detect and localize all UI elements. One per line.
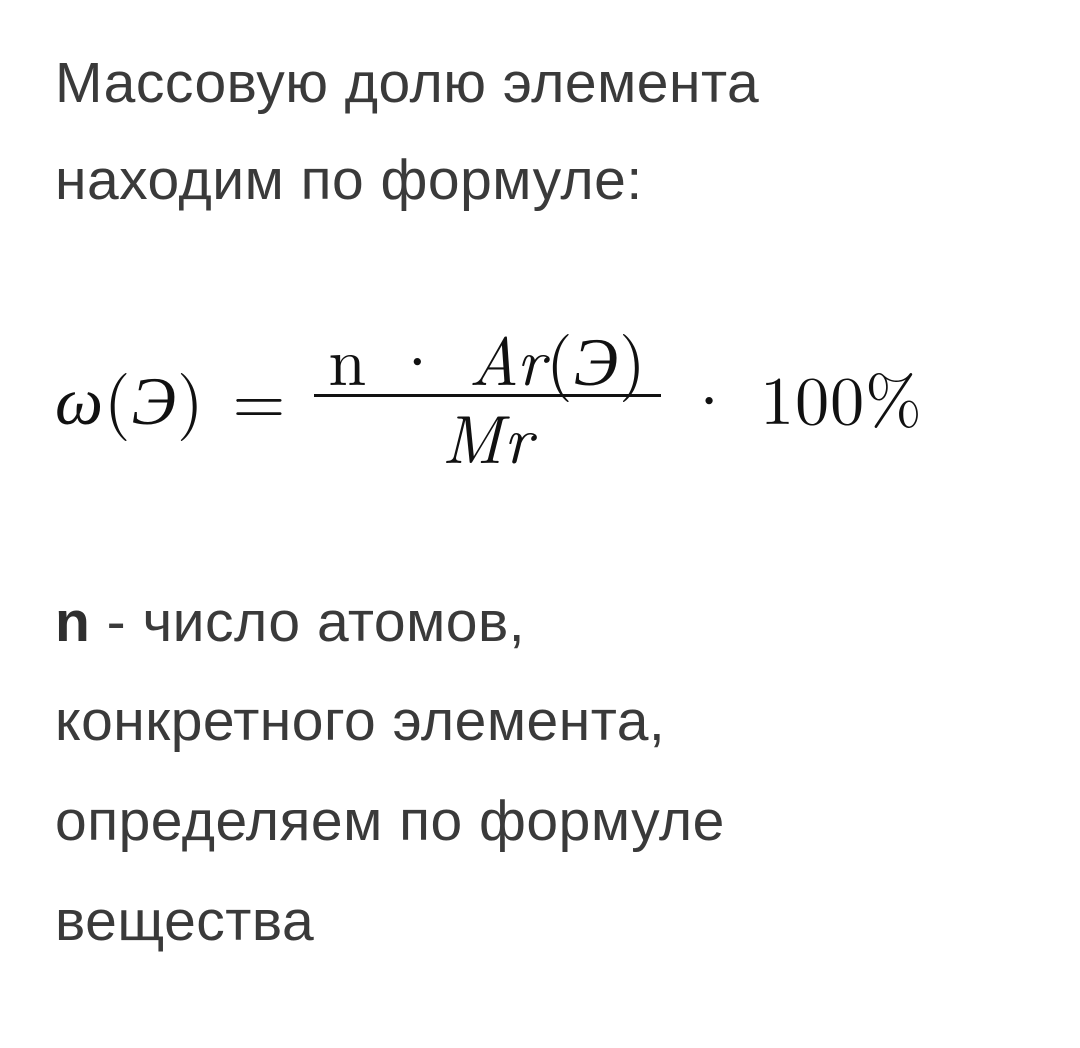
fraction-numerator: n · Ar(Э) [314,319,660,394]
element-symbol-num: Э [574,308,620,405]
tail-dot: · [683,347,737,444]
num-n: n [328,308,367,405]
fraction-denominator: Mr [428,397,548,472]
definition-line-3: определяем по формуле [55,789,725,853]
formula-lhs: ω(Э) [55,347,204,444]
lhs-close-paren: ) [177,347,204,444]
num-close-paren: ) [619,308,646,405]
trailing-multiply: · 100% [683,347,923,444]
omega-symbol: ω [55,347,104,444]
intro-line-2: находим по формуле: [55,148,643,212]
mass-fraction-formula: ω(Э) = n · Ar(Э) Mr · 100% [55,319,1025,473]
definition-dash: - [90,590,142,654]
intro-line-1: Массовую долю элемента [55,51,759,115]
definition-text: n - число атомов, конкретного элемента, … [55,573,1025,972]
intro-text: Массовую долю элемента находим по формул… [55,35,1025,229]
definition-line-1: число атомов, [142,590,525,654]
definition-n-symbol: n [55,590,90,654]
element-symbol-lhs: Э [131,347,177,444]
num-dot: · [391,308,445,405]
num-open-paren: ( [546,308,573,405]
lhs-open-paren: ( [104,347,131,444]
definition-line-2: конкретного элемента, [55,689,665,753]
definition-line-4: вещества [55,889,314,953]
equals-sign: = [232,347,286,444]
tail-value: 100% [760,347,923,444]
fraction: n · Ar(Э) Mr [314,319,660,473]
